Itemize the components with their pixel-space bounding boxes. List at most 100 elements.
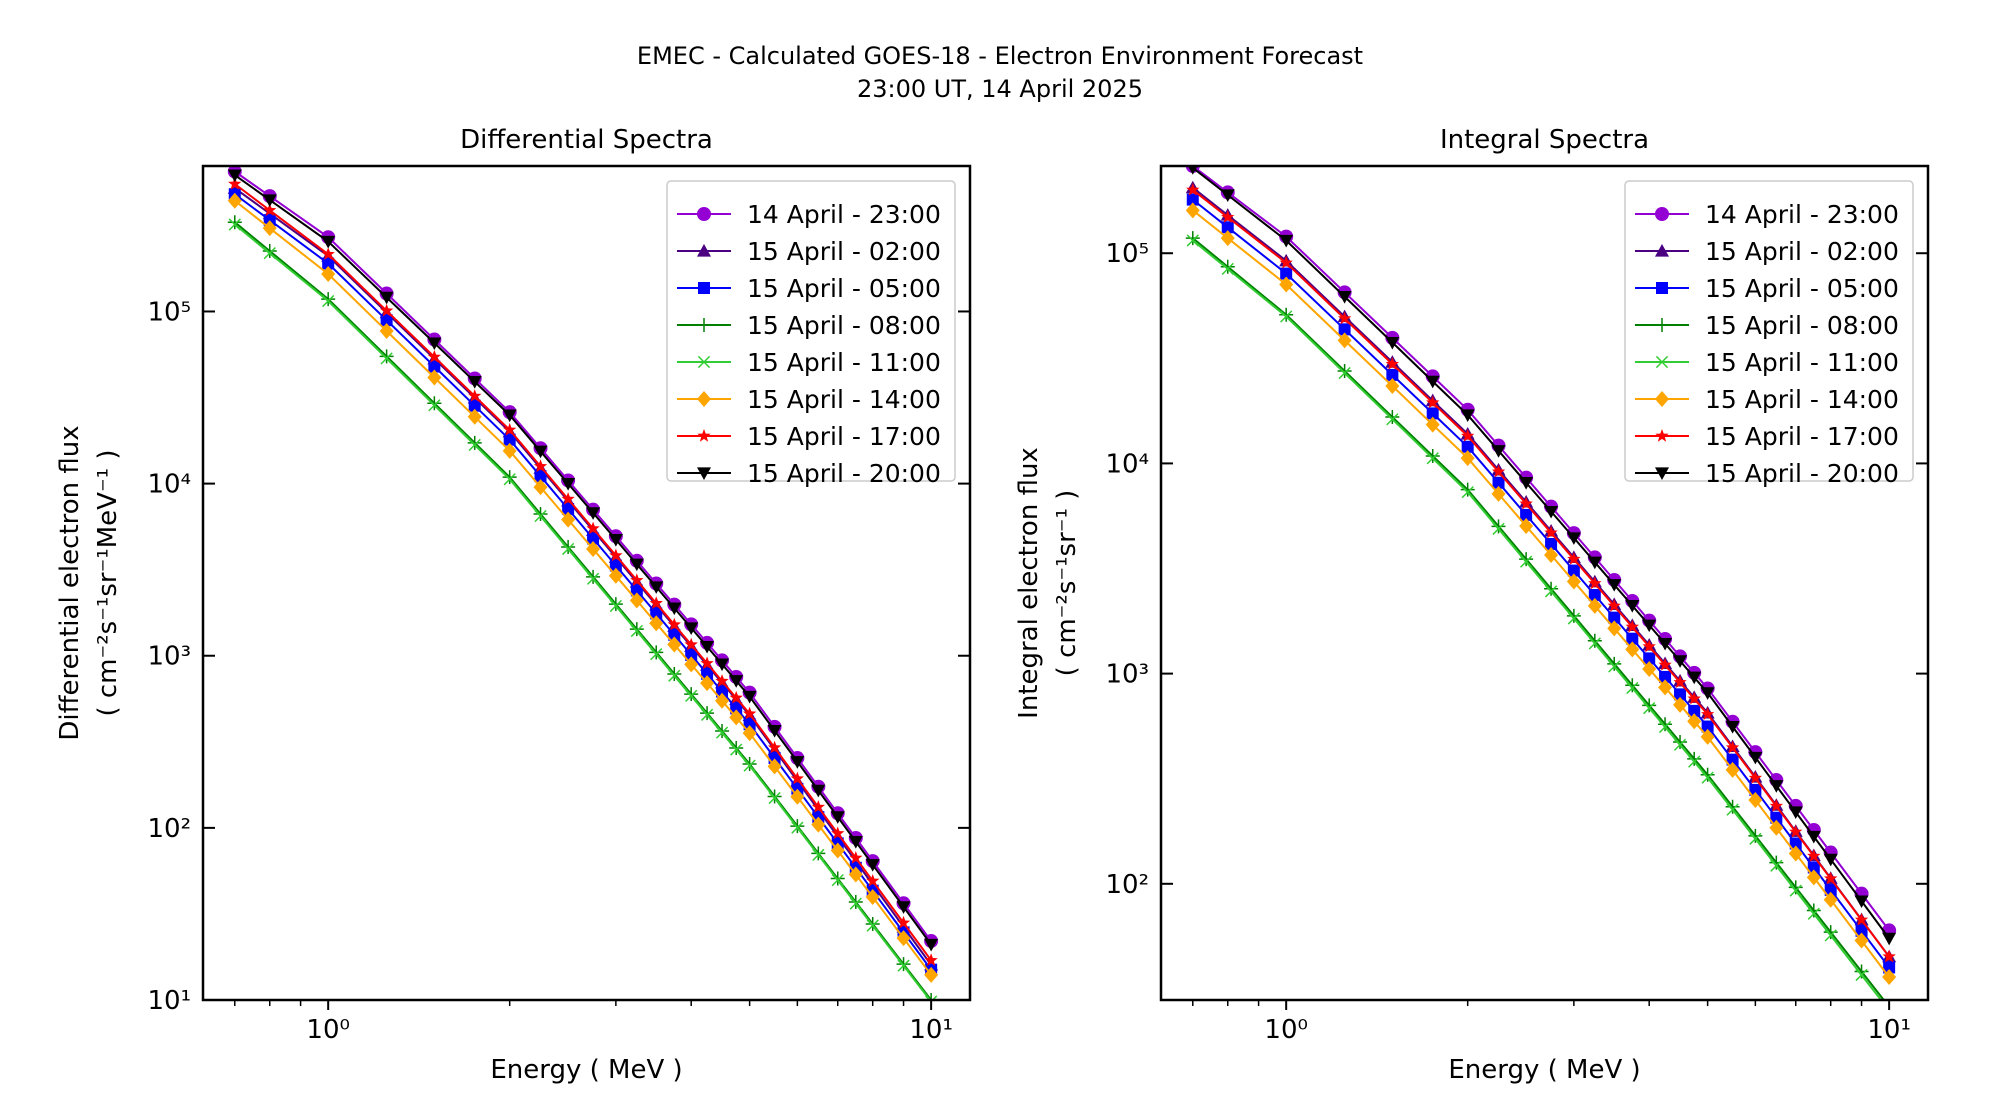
x-tick-label: 10⁰: [306, 1015, 350, 1045]
data-point-marker: [1725, 721, 1740, 734]
data-point-marker: [262, 220, 277, 237]
data-point-marker: [1824, 929, 1837, 942]
data-point-marker: [1642, 698, 1657, 713]
data-point-marker: [503, 473, 516, 486]
data-point-marker: [1426, 452, 1439, 465]
data-point-marker: [1824, 871, 1838, 885]
data-point-marker: [700, 708, 714, 721]
data-point-marker: [1789, 884, 1802, 897]
data-point-marker: [896, 930, 911, 947]
data-point-marker: [1566, 573, 1581, 590]
legend-label: 14 April - 23:00: [1705, 200, 1899, 229]
axes-frame: [201, 164, 972, 1002]
data-point-marker: [1823, 891, 1838, 908]
legend-entry: 15 April - 08:00: [677, 311, 941, 340]
legend-label: 15 April - 11:00: [747, 348, 941, 377]
data-point-marker: [697, 467, 711, 480]
differential-spectra-panel: Differential Spectra 10⁰ 10¹ 10¹ 10² 10³ 10⁴ 10…: [55, 125, 972, 1085]
legend-label: 15 April - 05:00: [1705, 274, 1899, 303]
data-point-marker: [1588, 637, 1601, 650]
data-point-marker: [1544, 525, 1558, 539]
data-point-marker: [227, 192, 242, 209]
data-point-marker: [1789, 825, 1803, 838]
data-point-marker: [684, 637, 698, 651]
data-point-marker: [1625, 641, 1640, 658]
data-point-marker: [1566, 608, 1581, 623]
data-point-marker: [1655, 244, 1669, 257]
data-point-marker: [1806, 869, 1821, 886]
data-point-marker: [1643, 652, 1656, 665]
legend-label: 15 April - 02:00: [747, 237, 941, 266]
data-point-marker: [1385, 336, 1400, 350]
data-point-marker: [667, 636, 682, 653]
data-point-marker: [1492, 522, 1505, 535]
data-point-marker: [742, 756, 757, 771]
data-point-marker: [1279, 234, 1294, 248]
data-point-marker: [468, 389, 482, 402]
data-point-marker: [1687, 671, 1702, 685]
data-point-marker: [263, 247, 276, 260]
data-point-marker: [1673, 675, 1687, 688]
data-point-marker: [1385, 378, 1400, 395]
data-point-marker: [697, 429, 711, 442]
data-point-marker: [729, 740, 744, 755]
data-point-marker: [831, 826, 845, 840]
data-point-marker: [586, 572, 600, 585]
data-point-marker: [608, 597, 623, 612]
data-point-marker: [1221, 262, 1234, 276]
data-point-marker: [534, 509, 547, 523]
data-point-marker: [685, 648, 698, 661]
data-point-marker: [1658, 679, 1673, 696]
data-point-marker: [668, 628, 681, 641]
data-point-marker: [701, 667, 714, 680]
data-point-marker: [684, 687, 699, 702]
data-point-marker: [715, 692, 730, 709]
panel-title: Differential Spectra: [460, 125, 713, 155]
data-point-marker: [730, 702, 743, 715]
data-point-marker: [380, 303, 394, 317]
data-point-marker: [1186, 182, 1200, 196]
data-point-marker: [924, 993, 939, 1000]
data-point-marker: [1769, 819, 1784, 836]
data-point-marker: [380, 314, 393, 327]
series-7: [1186, 182, 1896, 963]
data-point-marker: [1625, 600, 1640, 613]
data-point-marker: [1386, 368, 1399, 381]
data-point-marker: [379, 349, 394, 364]
data-point-marker: [1519, 552, 1534, 567]
data-point-marker: [1658, 720, 1672, 734]
legend-label: 15 April - 08:00: [747, 311, 941, 340]
data-point-marker: [379, 291, 394, 305]
data-point-marker: [1655, 355, 1669, 369]
series-7: [228, 177, 938, 966]
data-point-marker: [1749, 783, 1762, 796]
data-point-marker: [1700, 687, 1715, 700]
data-point-marker: [697, 391, 711, 407]
data-point-marker: [1520, 508, 1533, 521]
legend-entry: 15 April - 17:00: [677, 422, 941, 451]
data-point-marker: [1725, 740, 1740, 754]
data-point-marker: [1655, 391, 1669, 407]
data-point-marker: [533, 479, 548, 496]
integral-spectra-panel: Integral Spectra 10⁰ 10¹ 10² 10³ 10⁴ 10⁵ Energy…: [1014, 125, 1930, 1085]
legend-box: [1624, 180, 1914, 482]
data-point-marker: [468, 438, 481, 452]
y-tick-label: 10²: [1105, 870, 1149, 900]
data-point-marker: [1461, 486, 1474, 499]
data-point-marker: [715, 674, 729, 687]
data-point-marker: [1807, 849, 1821, 862]
legend-entry: 15 April - 05:00: [1635, 274, 1899, 303]
data-point-marker: [730, 743, 743, 756]
data-point-marker: [1674, 688, 1687, 701]
data-point-marker: [533, 445, 548, 459]
data-point-marker: [865, 889, 880, 906]
data-point-marker: [896, 901, 911, 914]
data-point-marker: [1461, 429, 1475, 442]
data-point-marker: [1770, 811, 1783, 824]
data-point-marker: [1519, 555, 1533, 568]
data-point-marker: [322, 257, 335, 270]
data-point-marker: [743, 706, 757, 720]
data-point-marker: [1491, 485, 1506, 502]
data-point-marker: [1687, 751, 1702, 766]
data-point-marker: [609, 559, 622, 572]
